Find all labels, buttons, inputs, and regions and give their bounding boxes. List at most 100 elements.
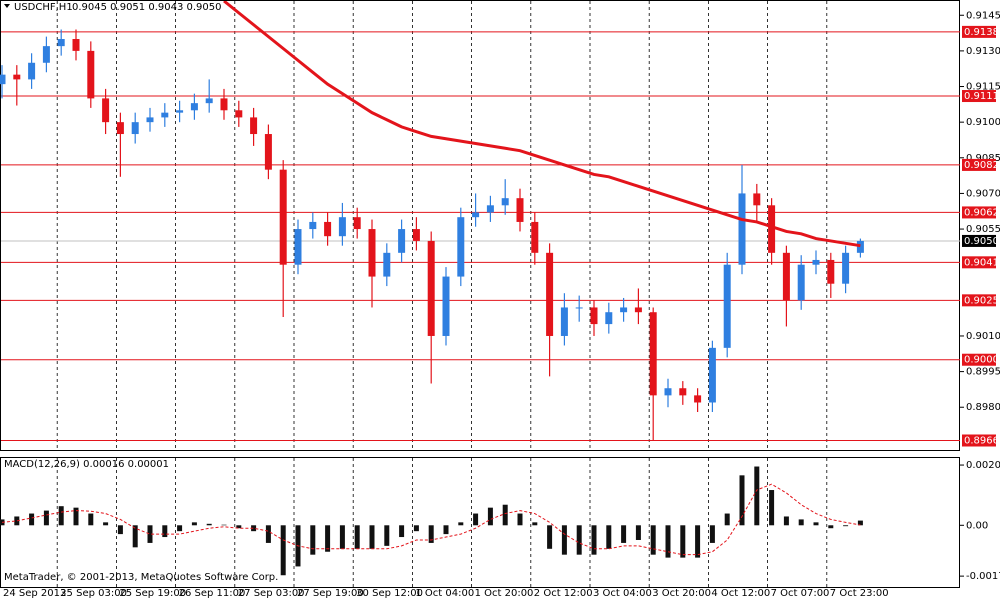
x-tick-label: 26 Sep 11:00 [179,588,246,599]
x-tick-label: 1 Oct 04:00 [415,588,474,599]
x-tick-label: 27 Sep 03:00 [238,588,305,599]
current-price-label: 0.9050 [964,236,999,247]
candle-body [205,98,213,104]
candle-body [324,221,332,237]
level-box [962,90,996,103]
macd-bar [103,522,109,526]
candle-body [368,229,376,277]
candle-body [531,221,539,253]
macd-bar [413,525,419,532]
candle-body [694,395,702,403]
macd-bar [576,525,582,555]
candle-body [235,110,243,118]
macd-bar [591,525,597,555]
level-label: 0.9138 [964,27,999,38]
macd-bar [621,525,627,543]
candle-body [501,198,509,206]
candle-body [472,212,480,218]
macd-bar [251,525,257,532]
macd-bar [783,516,789,526]
macd-bar [88,513,94,526]
level-box [962,353,996,366]
candle-body [782,252,790,301]
level-label: 0.9111 [964,91,999,102]
macd-bar [754,466,760,526]
macd-bar [709,525,715,543]
macd-bar [162,525,168,538]
candle-body [442,276,450,336]
candle-body [753,193,761,206]
candle-body [427,240,435,336]
macd-bar [769,490,775,526]
macd-bar [428,525,434,543]
candle-body [0,74,6,85]
macd-bar [695,525,701,558]
candle-body [398,229,406,253]
macd-bar [384,525,390,546]
moving-average [223,1,861,248]
y-tick-label: 0.8980 [966,402,1000,413]
x-tick-label: 25 Sep 19:00 [119,588,186,599]
macd-bar [236,525,242,529]
macd-bar [221,524,227,526]
macd-bar [458,522,464,526]
candle-body [768,205,776,253]
y-tick-label: 0.9115 [966,82,1000,93]
macd-bar [843,525,849,527]
candle-body [250,117,258,135]
candle-body [590,307,598,325]
candle-body [294,229,302,265]
y-tick-label: 0.8995 [966,367,1000,378]
candle-body [812,259,820,265]
candle-body [13,74,21,80]
macd-bar [517,513,523,526]
macd-bar [502,504,508,526]
x-tick-label: 7 Oct 07:00 [771,588,830,599]
candle-body [738,193,746,265]
level-box [962,256,996,269]
macd-bar [665,525,671,558]
y-tick-label: 0.9130 [966,46,1000,57]
candle-body [220,98,228,111]
macd-bar [561,525,567,555]
macd-bar [73,507,79,526]
macd-bar [443,525,449,535]
candle-body [649,312,657,396]
level-box [962,25,996,38]
y-tick-label: 0.9145 [966,10,1000,21]
candle-body [383,252,391,277]
macd-bar [132,525,138,548]
candle-body [797,264,805,301]
macd-bar [399,525,405,538]
x-tick-label: 30 Sep 12:00 [356,588,423,599]
candle-body [457,217,465,277]
x-tick-label: 25 Sep 03:00 [60,588,127,599]
macd-bar [369,525,375,549]
macd-bar [487,507,493,526]
x-tick-label: 24 Sep 2013 [3,588,66,599]
macd-bar [635,525,641,540]
menu-arrow[interactable] [4,4,10,8]
candle-body [279,169,287,265]
x-tick-label: 3 Oct 04:00 [593,588,652,599]
candle-body [634,307,642,313]
candle-body [560,307,568,336]
x-tick-label: 3 Oct 20:00 [652,588,711,599]
header-values: 0.9045 0.9051 0.9043 0.9050 [72,2,222,13]
candle-body [72,39,80,51]
level-label: 0.9025 [964,295,999,306]
y-tick-label: 0.9055 [966,224,1000,235]
y-tick-label: -0.00173 [966,571,1000,582]
candle-body [664,388,672,396]
candle-body [827,259,835,284]
macd-bar [680,525,686,558]
candle-body [412,229,420,241]
level-box [962,434,996,447]
y-tick-label: 0.9085 [966,153,1000,164]
candle-body [575,307,583,309]
y-tick-label: 0.9100 [966,117,1000,128]
current-price-box [962,234,996,247]
level-box [962,206,996,219]
macd-bar [265,525,271,543]
